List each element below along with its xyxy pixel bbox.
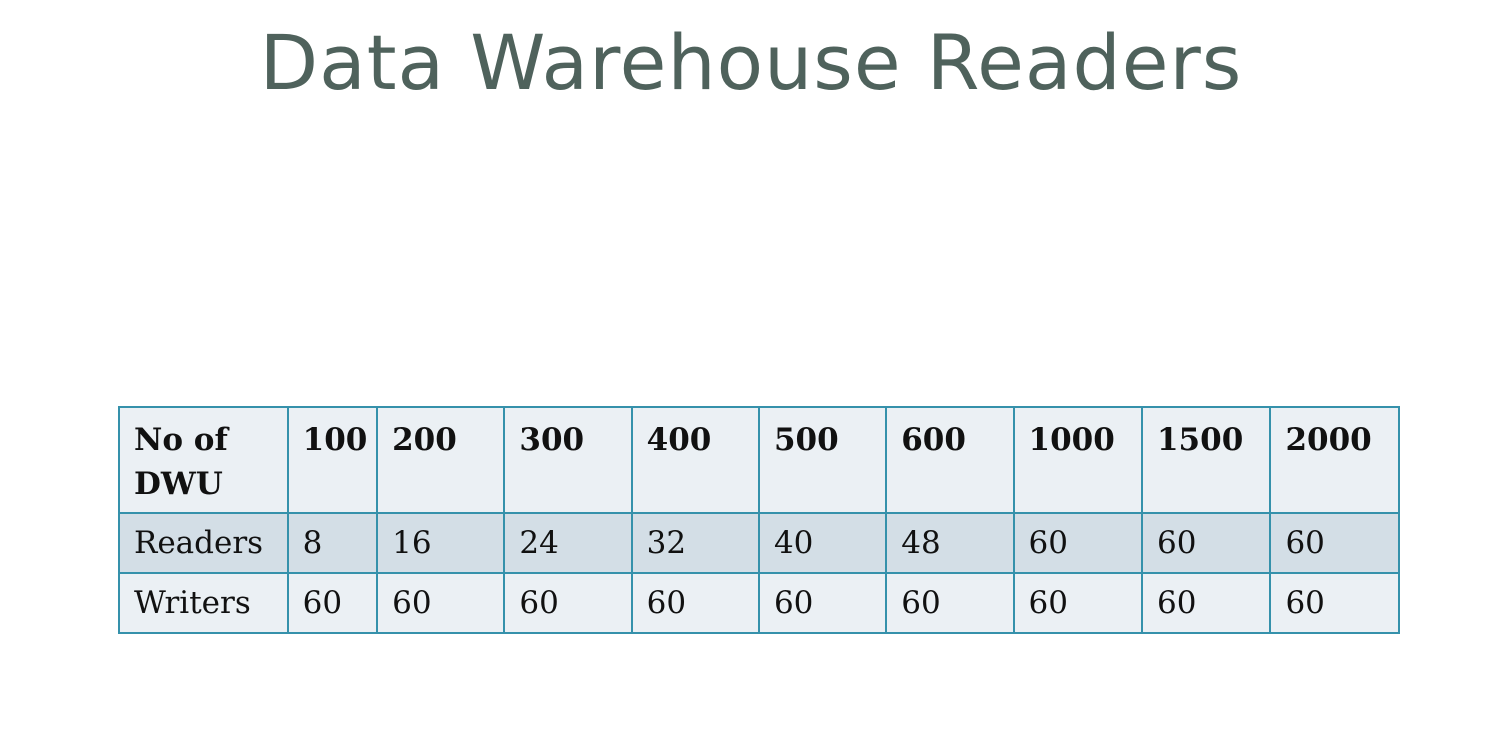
- table-cell: 60: [1140, 512, 1272, 574]
- dwu-table: No of DWU 100 200 300 400 500 600 1000 1…: [118, 406, 1400, 634]
- table-cell: 60: [1269, 572, 1400, 634]
- header-cell: 400: [630, 406, 760, 514]
- header-cell: 100: [286, 406, 379, 514]
- table-cell: 8: [286, 512, 379, 574]
- table-cell: 60: [885, 572, 1015, 634]
- header-cell-dwu: No of DWU: [118, 406, 289, 514]
- table-cell: 32: [630, 512, 760, 574]
- table-header-row: No of DWU 100 200 300 400 500 600 1000 1…: [118, 406, 1400, 514]
- table-cell: 60: [1012, 512, 1143, 574]
- table-cell: 48: [885, 512, 1015, 574]
- row-label-writers: Writers: [118, 572, 289, 634]
- table-cell: 60: [503, 572, 633, 634]
- header-cell: 1000: [1012, 406, 1143, 514]
- header-cell: 600: [885, 406, 1015, 514]
- table-row-writers: Writers 60 60 60 60 60 60 60 60 60: [118, 572, 1400, 634]
- table-cell: 60: [757, 572, 888, 634]
- slide-title: Data Warehouse Readers: [259, 18, 1243, 107]
- table-row-readers: Readers 8 16 24 32 40 48 60 60 60: [118, 512, 1400, 574]
- header-cell: 1500: [1140, 406, 1272, 514]
- table-cell: 60: [1140, 572, 1272, 634]
- table-cell: 16: [376, 512, 506, 574]
- table-cell: 60: [286, 572, 379, 634]
- table-cell: 60: [1269, 512, 1400, 574]
- table-cell: 24: [503, 512, 633, 574]
- header-cell: 200: [376, 406, 506, 514]
- table-cell: 60: [630, 572, 760, 634]
- row-label-readers: Readers: [118, 512, 289, 574]
- header-cell: 2000: [1269, 406, 1400, 514]
- header-cell: 300: [503, 406, 633, 514]
- table-cell: 60: [376, 572, 506, 634]
- table-cell: 40: [757, 512, 888, 574]
- table-cell: 60: [1012, 572, 1143, 634]
- header-cell: 500: [757, 406, 888, 514]
